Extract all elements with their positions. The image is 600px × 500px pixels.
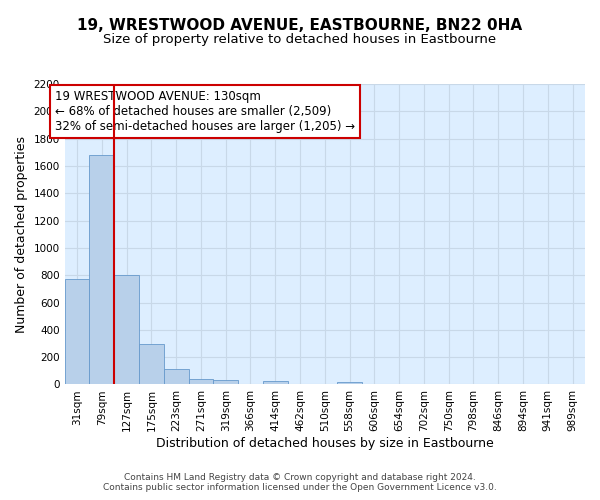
- Bar: [337, 382, 362, 384]
- Bar: [188, 380, 214, 384]
- Bar: [65, 278, 89, 384]
- Text: 19, WRESTWOOD AVENUE, EASTBOURNE, BN22 0HA: 19, WRESTWOOD AVENUE, EASTBOURNE, BN22 0…: [77, 18, 523, 32]
- Y-axis label: Number of detached properties: Number of detached properties: [15, 136, 28, 332]
- Bar: [89, 155, 114, 384]
- Bar: [164, 370, 188, 384]
- Text: Contains public sector information licensed under the Open Government Licence v3: Contains public sector information licen…: [103, 484, 497, 492]
- Bar: [114, 275, 139, 384]
- Bar: [263, 381, 287, 384]
- Text: 19 WRESTWOOD AVENUE: 130sqm
← 68% of detached houses are smaller (2,509)
32% of : 19 WRESTWOOD AVENUE: 130sqm ← 68% of det…: [55, 90, 355, 133]
- X-axis label: Distribution of detached houses by size in Eastbourne: Distribution of detached houses by size …: [156, 437, 494, 450]
- Text: Size of property relative to detached houses in Eastbourne: Size of property relative to detached ho…: [103, 32, 497, 46]
- Bar: [214, 380, 238, 384]
- Text: Contains HM Land Registry data © Crown copyright and database right 2024.: Contains HM Land Registry data © Crown c…: [124, 474, 476, 482]
- Bar: [139, 344, 164, 385]
